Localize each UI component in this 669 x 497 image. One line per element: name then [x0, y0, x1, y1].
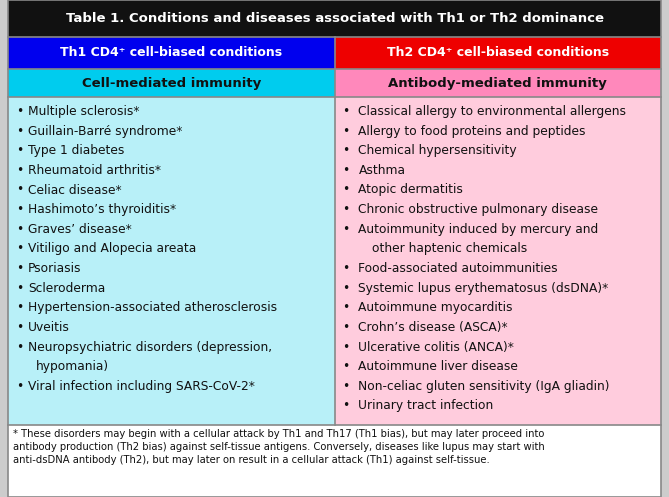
Text: * These disorders may begin with a cellular attack by Th1 and Th17 (Th1 bias), b: * These disorders may begin with a cellu… — [13, 429, 545, 465]
Text: •: • — [16, 243, 23, 255]
Text: •: • — [16, 183, 23, 196]
Text: Type 1 diabetes: Type 1 diabetes — [28, 144, 124, 157]
Text: Classical allergy to environmental allergens: Classical allergy to environmental aller… — [359, 105, 626, 118]
Text: Allergy to food proteins and peptides: Allergy to food proteins and peptides — [359, 125, 586, 138]
Text: Celiac disease*: Celiac disease* — [28, 183, 122, 196]
Text: •: • — [16, 125, 23, 138]
Text: Food-associated autoimmunities: Food-associated autoimmunities — [359, 262, 558, 275]
Text: •: • — [16, 262, 23, 275]
Text: •: • — [343, 125, 350, 138]
Bar — [8, 425, 661, 497]
Text: hypomania): hypomania) — [36, 360, 109, 373]
Bar — [334, 37, 661, 69]
Text: Th2 CD4⁺ cell-biased conditions: Th2 CD4⁺ cell-biased conditions — [387, 47, 609, 60]
Text: •: • — [343, 164, 350, 177]
Text: Hypertension-associated atherosclerosis: Hypertension-associated atherosclerosis — [28, 301, 277, 314]
Text: •: • — [343, 105, 350, 118]
Text: •: • — [343, 400, 350, 413]
Text: •: • — [343, 262, 350, 275]
Text: •: • — [343, 321, 350, 334]
Text: •: • — [343, 223, 350, 236]
Text: Atopic dermatitis: Atopic dermatitis — [359, 183, 464, 196]
Text: Systemic lupus erythematosus (dsDNA)*: Systemic lupus erythematosus (dsDNA)* — [359, 282, 609, 295]
Text: Rheumatoid arthritis*: Rheumatoid arthritis* — [28, 164, 161, 177]
Bar — [8, 69, 334, 97]
Text: Cell-mediated immunity: Cell-mediated immunity — [82, 77, 261, 89]
Text: Th1 CD4⁺ cell-biased conditions: Th1 CD4⁺ cell-biased conditions — [60, 47, 282, 60]
Text: Autoimmunity induced by mercury and: Autoimmunity induced by mercury and — [359, 223, 599, 236]
Text: •: • — [16, 105, 23, 118]
Text: •: • — [16, 144, 23, 157]
Text: Crohn’s disease (ASCA)*: Crohn’s disease (ASCA)* — [359, 321, 508, 334]
Text: Urinary tract infection: Urinary tract infection — [359, 400, 494, 413]
Text: •: • — [16, 203, 23, 216]
Text: Neuropsychiatric disorders (depression,: Neuropsychiatric disorders (depression, — [28, 340, 272, 353]
Text: Ulcerative colitis (ANCA)*: Ulcerative colitis (ANCA)* — [359, 340, 514, 353]
Text: •: • — [16, 301, 23, 314]
Text: Hashimoto’s thyroiditis*: Hashimoto’s thyroiditis* — [28, 203, 176, 216]
Text: •: • — [343, 340, 350, 353]
Bar — [334, 97, 661, 425]
Text: Psoriasis: Psoriasis — [28, 262, 82, 275]
Text: other haptenic chemicals: other haptenic chemicals — [373, 243, 528, 255]
Bar — [334, 69, 661, 97]
Text: Non-celiac gluten sensitivity (IgA gliadin): Non-celiac gluten sensitivity (IgA gliad… — [359, 380, 610, 393]
Text: Scleroderma: Scleroderma — [28, 282, 105, 295]
Text: Chemical hypersensitivity: Chemical hypersensitivity — [359, 144, 517, 157]
Bar — [8, 37, 334, 69]
Text: •: • — [343, 380, 350, 393]
Text: Autoimmune myocarditis: Autoimmune myocarditis — [359, 301, 513, 314]
Text: Autoimmune liver disease: Autoimmune liver disease — [359, 360, 518, 373]
Text: •: • — [16, 340, 23, 353]
Text: •: • — [343, 203, 350, 216]
Bar — [8, 0, 661, 37]
Text: Table 1. Conditions and diseases associated with Th1 or Th2 dominance: Table 1. Conditions and diseases associa… — [66, 12, 603, 25]
Text: •: • — [343, 301, 350, 314]
Text: •: • — [16, 321, 23, 334]
Text: Guillain-Barré syndrome*: Guillain-Barré syndrome* — [28, 125, 183, 138]
Text: Asthma: Asthma — [359, 164, 405, 177]
Text: •: • — [16, 380, 23, 393]
Text: Chronic obstructive pulmonary disease: Chronic obstructive pulmonary disease — [359, 203, 599, 216]
Bar — [8, 97, 334, 425]
Text: Graves’ disease*: Graves’ disease* — [28, 223, 132, 236]
Text: •: • — [16, 282, 23, 295]
Text: Viral infection including SARS-CoV-2*: Viral infection including SARS-CoV-2* — [28, 380, 255, 393]
Text: •: • — [16, 164, 23, 177]
Text: Uveitis: Uveitis — [28, 321, 70, 334]
Text: Vitiligo and Alopecia areata: Vitiligo and Alopecia areata — [28, 243, 196, 255]
Text: •: • — [343, 282, 350, 295]
Text: •: • — [16, 223, 23, 236]
Text: •: • — [343, 360, 350, 373]
Text: Multiple sclerosis*: Multiple sclerosis* — [28, 105, 140, 118]
Text: •: • — [343, 144, 350, 157]
Text: Antibody-mediated immunity: Antibody-mediated immunity — [389, 77, 607, 89]
Text: •: • — [343, 183, 350, 196]
